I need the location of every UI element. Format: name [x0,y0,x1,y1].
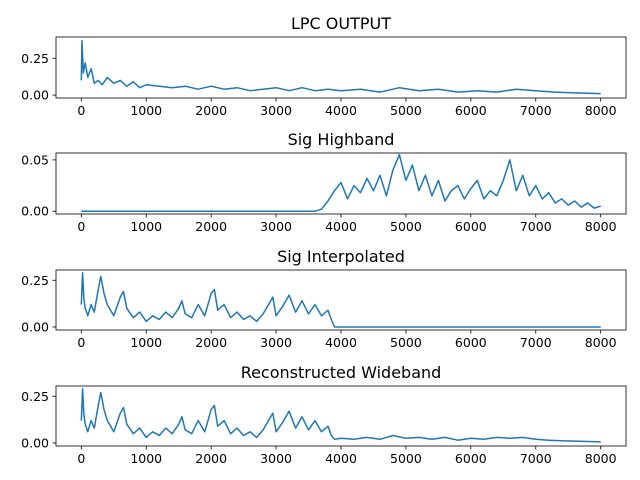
series-line [80,39,601,95]
x-tick-label: 5000 [390,451,422,466]
x-tick-label: 0 [77,219,85,234]
x-tick-label: 4000 [325,451,357,466]
x-tick-label: 5000 [390,103,422,118]
subplot-3: Sig Interpolated 0 1000 2000 3000 4000 5000 600… [21,247,627,350]
y-tick-label: 0.00 [21,436,49,451]
x-tick-label: 7000 [520,335,552,350]
subplot-4: Reconstructed Wideband 0 1000 2000 3000 4000 5… [21,363,627,466]
subplot-2: Sig Highband 0 1000 2000 3000 4000 5000 6000 700… [21,130,627,234]
y-tick-label: 0.25 [21,273,49,288]
subplot-title: LPC OUTPUT [291,14,391,33]
series-line [80,272,601,328]
x-tick-label: 1000 [130,451,162,466]
x-tick-label: 7000 [520,103,552,118]
x-tick-label: 6000 [455,219,487,234]
x-tick-label: 2000 [195,451,227,466]
x-tick-label: 7000 [520,219,552,234]
x-tick-label: 1000 [130,335,162,350]
x-tick-label: 3000 [260,219,292,234]
x-tick-label: 0 [77,335,85,350]
x-tick-label: 1000 [130,103,162,118]
x-tick-label: 2000 [195,219,227,234]
x-tick-label: 8000 [585,335,617,350]
x-tick-label: 5000 [390,219,422,234]
x-tick-label: 6000 [455,103,487,118]
x-tick-label: 6000 [455,451,487,466]
series-line [81,153,601,212]
y-tick-label: 0.05 [21,152,49,167]
y-tick-label: 0.00 [21,88,49,103]
x-tick-label: 5000 [390,335,422,350]
x-tick-label: 8000 [585,451,617,466]
subplot-title: Sig Interpolated [277,247,405,266]
x-tick-label: 4000 [325,103,357,118]
series-line [80,388,601,443]
subplot-title: Reconstructed Wideband [241,363,442,382]
x-tick-label: 8000 [585,103,617,118]
x-tick-label: 8000 [585,219,617,234]
subplot-1: LPC OUTPUT 0 1000 2000 3000 4000 5000 6000 7000 8… [21,14,627,118]
x-tick-label: 7000 [520,451,552,466]
x-tick-label: 1000 [130,219,162,234]
x-tick-label: 4000 [325,335,357,350]
x-tick-label: 0 [77,451,85,466]
subplot-title: Sig Highband [288,130,395,149]
y-tick-label: 0.00 [21,204,49,219]
x-tick-label: 2000 [195,335,227,350]
x-tick-label: 3000 [260,335,292,350]
x-tick-label: 3000 [260,451,292,466]
y-tick-label: 0.25 [21,51,49,66]
x-tick-label: 3000 [260,103,292,118]
x-tick-label: 4000 [325,219,357,234]
x-tick-label: 2000 [195,103,227,118]
y-tick-label: 0.25 [21,389,49,404]
y-tick-label: 0.00 [21,320,49,335]
x-tick-label: 0 [77,103,85,118]
x-tick-label: 6000 [455,335,487,350]
